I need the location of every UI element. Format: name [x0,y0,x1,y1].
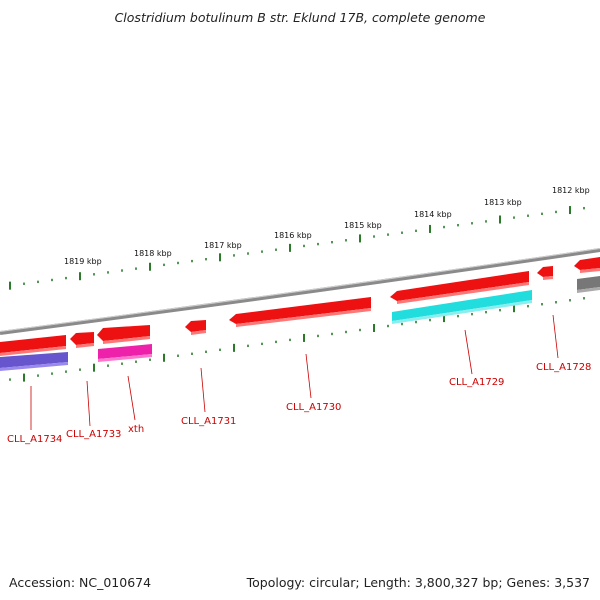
label-leaders [30,314,559,430]
cog-bar-gray-shade [577,287,600,293]
gene-arrow-cll-a1729-shade [397,282,529,304]
gene-arrow-cll-a1730[interactable] [229,297,371,324]
gene-arrow-cll-a1730-shade [236,308,371,327]
cog-bar-gray[interactable] [577,276,600,290]
kbp-ruler [9,206,585,290]
leader-cll-a1733 [86,380,91,427]
accession-text: Accession: NC_010674 [9,575,152,590]
cog-bar-cyan-shade [392,300,532,324]
genome-title: Clostridium botulinum B str. Eklund 17B,… [114,10,486,25]
gene-arrow-cll-a1728-shade [543,276,553,280]
gene-arrow-next-shade [580,268,600,273]
gene-arrow-next[interactable] [574,257,600,270]
ruler-label-1817: 1817 kbp [204,241,242,250]
gene-arrow-cll-a1728[interactable] [537,266,553,277]
cog-track [0,276,600,371]
leader-xth [127,375,136,421]
gene-arrow-cll-a1734[interactable] [0,335,66,353]
ruler-label-1819: 1819 kbp [64,257,102,266]
ruler-label-1816: 1816 kbp [274,231,312,240]
cog-bar-cyan[interactable] [392,290,532,321]
leader-cll-a1731 [200,367,206,413]
gene-arrow-cll-a1733-shade [76,343,94,348]
gene-label-cll-a1730[interactable]: CLL_A1730 [286,402,341,413]
ruler-label-1815: 1815 kbp [344,221,382,230]
ruler-label-1814: 1814 kbp [414,210,452,219]
gene-label-xth[interactable]: xth [128,424,144,435]
leader-cll-a1729 [464,329,473,375]
gene-arrow-xth-shade [103,336,150,344]
gene-label-cll-a1731[interactable]: CLL_A1731 [181,416,236,427]
gene-label-cll-a1733[interactable]: CLL_A1733 [66,429,121,440]
gene-label-cll-a1729[interactable]: CLL_A1729 [449,377,504,388]
gene-arrow-cll-a1733[interactable] [70,332,94,345]
gene-label-cll-a1728[interactable]: CLL_A1728 [536,362,591,373]
genome-backbone [0,248,600,335]
gene-label-cll-a1734[interactable]: CLL_A1734 [7,434,62,445]
cog-bar-magenta-shade [98,354,152,362]
gene-arrow-cll-a1729[interactable] [390,271,529,301]
gene-arrow-cll-a1734-shade [0,346,66,356]
ruler-label-1813: 1813 kbp [484,198,522,207]
cog-bar-purple-shade [0,362,68,371]
gene-arrow-xth[interactable] [97,325,150,341]
genome-summary-text: Topology: circular; Length: 3,800,327 bp… [246,575,590,590]
gene-arrow-cll-a1731[interactable] [185,320,206,332]
gene-track-forward [0,257,600,356]
leader-cll-a1728 [552,314,559,359]
ruler-label-1812: 1812 kbp [552,186,590,195]
genome-backbone-highlight [0,248,600,332]
cog-bar-purple[interactable] [0,352,68,368]
gene-arrow-cll-a1731-shade [191,330,206,335]
leader-cll-a1730 [305,353,312,399]
ruler-label-1818: 1818 kbp [134,249,172,258]
